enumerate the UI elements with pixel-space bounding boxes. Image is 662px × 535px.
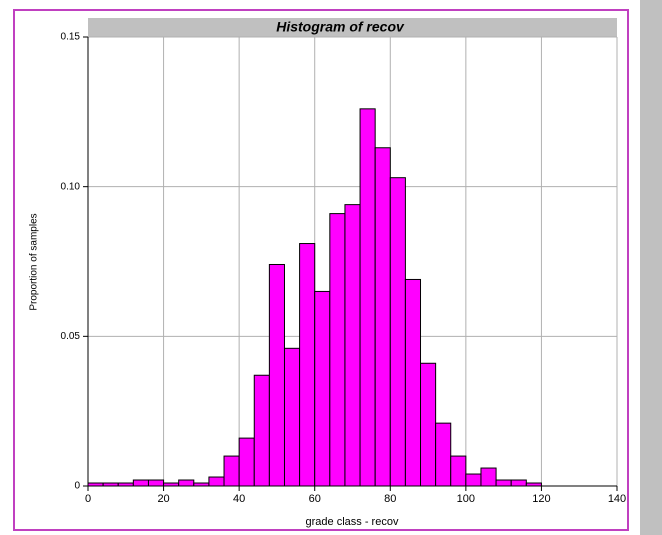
y-tick-label: 0 — [74, 481, 80, 492]
bar — [420, 362, 437, 487]
bar — [147, 479, 165, 487]
bar — [208, 476, 225, 487]
x-tick-label: 120 — [532, 493, 550, 505]
y-tick-label: 0.15 — [61, 32, 81, 43]
bar — [178, 479, 195, 487]
bar — [374, 147, 391, 487]
bar — [344, 204, 361, 487]
x-tick-label: 0 — [85, 493, 91, 505]
bar — [480, 467, 497, 487]
x-tick-label: 20 — [157, 493, 169, 505]
x-tick-label: 80 — [384, 493, 396, 505]
x-tick-label: 100 — [457, 493, 475, 505]
bar — [404, 278, 422, 487]
y-tick-label: 0.05 — [61, 331, 81, 342]
bar — [495, 479, 512, 487]
bar — [389, 177, 406, 487]
bar — [253, 374, 270, 487]
bar — [223, 455, 240, 487]
bar — [465, 473, 482, 487]
bar — [450, 455, 467, 487]
y-axis-label: Proportion of samples — [29, 213, 40, 310]
y-tick-label: 0.10 — [61, 181, 81, 192]
bar — [238, 437, 255, 487]
x-axis-label: grade class - recov — [306, 516, 399, 528]
bar — [510, 479, 527, 487]
chart-title: Histogram of recov — [276, 19, 405, 35]
bar — [435, 422, 452, 487]
x-tick-label: 40 — [233, 493, 245, 505]
bar — [132, 479, 149, 487]
bar — [268, 263, 285, 487]
x-tick-label: 140 — [608, 493, 626, 505]
bar — [299, 243, 316, 487]
bar — [314, 290, 331, 487]
bar — [283, 347, 301, 487]
x-tick-label: 60 — [309, 493, 321, 505]
side-panel — [640, 0, 662, 535]
title-band — [88, 18, 617, 37]
bar — [329, 213, 346, 487]
bar — [359, 108, 376, 487]
